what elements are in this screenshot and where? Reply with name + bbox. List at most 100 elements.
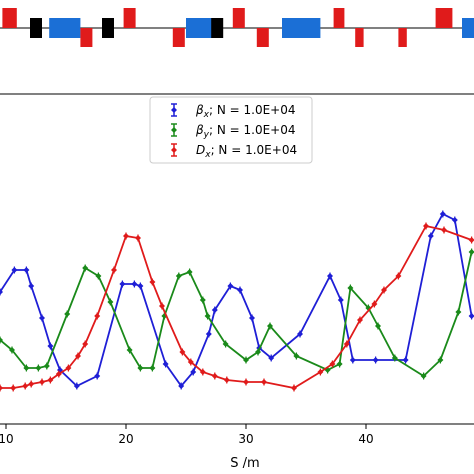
series-0-point bbox=[451, 216, 458, 224]
lattice-bend-8 bbox=[211, 18, 224, 38]
series-1-point bbox=[391, 354, 398, 362]
series-1-point bbox=[126, 346, 133, 354]
series-0-point bbox=[205, 330, 212, 338]
series-1-point bbox=[347, 284, 354, 292]
series-2-point bbox=[135, 234, 141, 242]
series-0-point bbox=[268, 354, 275, 362]
series-2-point bbox=[423, 222, 429, 230]
series-2 bbox=[0, 222, 474, 392]
series-0-point bbox=[327, 272, 333, 280]
series-2-point bbox=[223, 376, 230, 384]
legend-entry: βy; N = 1.0E+04 bbox=[171, 123, 296, 140]
series-1-point bbox=[455, 308, 462, 316]
series-0-point bbox=[47, 342, 54, 350]
series-2-point bbox=[28, 380, 35, 388]
series-2-point bbox=[291, 384, 297, 392]
series-2-point bbox=[123, 232, 129, 240]
series-1-point bbox=[149, 364, 156, 372]
series-0-point bbox=[131, 280, 138, 288]
series-0-point bbox=[23, 266, 30, 274]
series-1 bbox=[0, 248, 474, 380]
series-1-point bbox=[204, 312, 211, 320]
legend-box bbox=[149, 96, 313, 164]
series-0-point bbox=[227, 282, 234, 290]
series-1-point bbox=[82, 264, 89, 272]
series-1-point bbox=[43, 362, 50, 370]
series-2-point bbox=[395, 272, 402, 280]
series-0-point bbox=[468, 312, 474, 320]
series-0-point bbox=[211, 306, 218, 314]
series-0-point bbox=[427, 232, 434, 240]
series-1-point bbox=[336, 360, 343, 368]
series-0-point bbox=[94, 372, 101, 380]
lattice-quad-14 bbox=[398, 28, 407, 47]
lattice-quad-6 bbox=[172, 28, 185, 47]
lattice-quad-5 bbox=[123, 8, 136, 28]
series-2-point bbox=[47, 376, 54, 384]
legend-entry: βx; N = 1.0E+04 bbox=[171, 103, 296, 120]
series-0-point bbox=[190, 368, 197, 376]
series-2-point bbox=[199, 368, 206, 376]
lattice-quad-10 bbox=[256, 28, 269, 47]
series-1-point bbox=[267, 322, 273, 330]
series-0-point bbox=[439, 210, 446, 218]
series-0-point bbox=[297, 330, 303, 338]
series-1-point bbox=[35, 364, 42, 372]
lattice-quad-3 bbox=[80, 28, 93, 47]
series-1-point bbox=[23, 364, 30, 372]
series-1-point bbox=[420, 372, 427, 380]
series-0-point bbox=[73, 382, 80, 390]
series-0-point bbox=[119, 280, 126, 288]
lattice-quad-9 bbox=[232, 8, 245, 28]
series-2-point bbox=[111, 266, 117, 274]
series-1-point bbox=[199, 296, 206, 304]
series-2-point bbox=[243, 378, 249, 386]
series-0-point bbox=[237, 286, 243, 294]
legend-label: Dx; N = 1.0E+04 bbox=[196, 143, 297, 160]
lattice-layout-strip bbox=[0, 8, 474, 47]
lattice-drift-box-16 bbox=[462, 18, 474, 38]
x-tick-label: 10 bbox=[0, 432, 14, 446]
legend-label: βx; N = 1.0E+04 bbox=[195, 103, 296, 120]
series-1-point bbox=[0, 336, 3, 344]
series-1-point bbox=[243, 356, 249, 364]
series-2-point bbox=[159, 302, 165, 310]
series-1-point bbox=[9, 346, 15, 354]
series-2-point bbox=[187, 358, 194, 366]
series-1-point bbox=[375, 322, 381, 330]
series-1-point bbox=[107, 298, 114, 306]
series-1-point bbox=[186, 268, 193, 276]
series-2-point bbox=[468, 236, 474, 244]
series-0-point bbox=[0, 288, 3, 296]
series-1-point bbox=[468, 248, 474, 256]
series-1-point bbox=[437, 356, 444, 364]
series-1-point bbox=[137, 364, 144, 372]
series-2-point bbox=[55, 370, 62, 378]
x-axis-ticks: 10 20 30 40 bbox=[0, 424, 374, 446]
series-layer bbox=[0, 210, 474, 392]
series-0-point bbox=[28, 282, 35, 290]
legend: βx; N = 1.0E+04 βy; N = 1.0E+04 Dx; N = 1.… bbox=[149, 96, 313, 164]
lattice-bend-1 bbox=[30, 18, 42, 38]
series-2-point bbox=[65, 364, 72, 372]
series-2-point bbox=[381, 286, 387, 294]
series-2-point bbox=[179, 348, 186, 356]
series-2-point bbox=[329, 360, 336, 368]
series-2-line bbox=[0, 224, 472, 389]
series-0-point bbox=[402, 356, 409, 364]
series-0-point bbox=[39, 314, 45, 322]
series-2-point bbox=[149, 278, 156, 286]
lattice-quad-12 bbox=[333, 8, 345, 28]
series-2-point bbox=[441, 226, 447, 234]
series-2-point bbox=[39, 378, 45, 386]
lattice-drift-box-11 bbox=[282, 18, 321, 38]
series-2-point bbox=[211, 372, 218, 380]
series-1-point bbox=[95, 272, 102, 280]
series-0-point bbox=[178, 382, 185, 390]
legend-entry: Dx; N = 1.0E+04 bbox=[171, 143, 297, 160]
series-2-point bbox=[371, 300, 378, 308]
series-0-line bbox=[0, 212, 473, 388]
series-2-point bbox=[10, 384, 17, 392]
series-1-point bbox=[64, 310, 71, 318]
series-0-point bbox=[137, 282, 144, 290]
